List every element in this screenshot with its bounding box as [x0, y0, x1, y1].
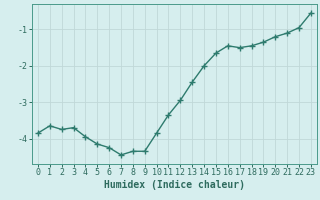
X-axis label: Humidex (Indice chaleur): Humidex (Indice chaleur) — [104, 180, 245, 190]
